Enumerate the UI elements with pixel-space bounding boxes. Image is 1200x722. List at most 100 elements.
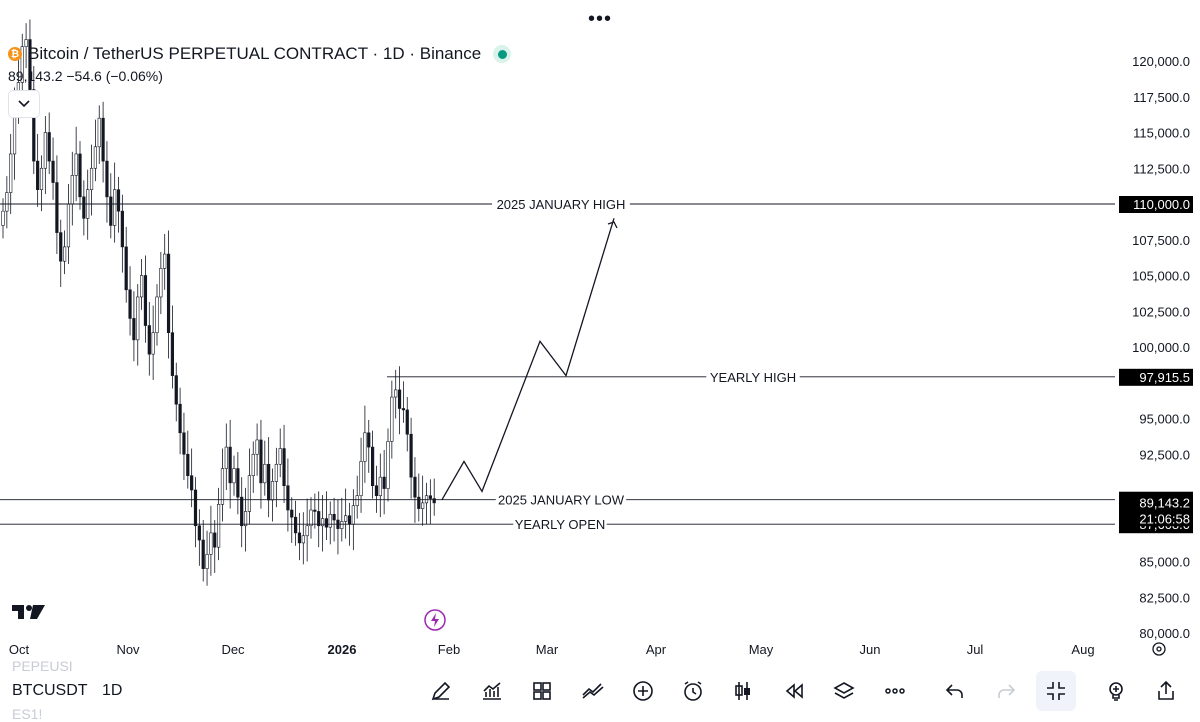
timeframe-button[interactable]: 1D (102, 682, 123, 699)
symbol-header[interactable]: ₿ Bitcoin / TetherUS PERPETUAL CONTRACT … (8, 44, 512, 64)
time-axis-label: Jun (860, 642, 881, 657)
ghost-ticker-bottom[interactable]: ES1! (12, 706, 43, 722)
share-icon[interactable] (1149, 674, 1183, 708)
templates-icon[interactable] (525, 674, 559, 708)
price-chart[interactable]: 2025 JANUARY HIGH YEARLY HIGH 2025 JANUARY… (0, 0, 1200, 662)
compare-icon[interactable] (576, 674, 610, 708)
candle-body (93, 146, 97, 169)
candle-body (255, 439, 259, 455)
candle-body (286, 485, 290, 511)
pencil-icon[interactable] (424, 674, 458, 708)
tradingview-logo-icon (12, 602, 46, 625)
candle-body (309, 509, 313, 527)
replay-icon[interactable] (777, 674, 811, 708)
price-axis: 120,000.0 117,500.0 115,000.0 112,500.0 107,… (1132, 54, 1190, 641)
candle-body (282, 448, 286, 487)
candle-body (401, 408, 406, 411)
level-price-tag: 110,000.0 (1133, 197, 1190, 212)
collapse-fullscreen-icon[interactable] (1036, 671, 1076, 711)
candle-body (390, 396, 394, 442)
candle-body (320, 518, 325, 527)
candle-body (159, 268, 163, 298)
redo-icon[interactable] (989, 674, 1023, 708)
price-axis-label: 80,000.0 (1139, 626, 1190, 641)
candle-body (267, 463, 271, 501)
candle-body (193, 489, 198, 527)
candle-body (32, 89, 36, 162)
candle-body (136, 296, 140, 341)
candle-body (105, 160, 109, 198)
candle-body (382, 476, 386, 489)
price-axis-label: 105,000.0 (1132, 269, 1190, 284)
candle-body (378, 476, 382, 497)
candle-body (405, 409, 409, 435)
price-change: 89,143.2 −54.6 (−0.06%) (8, 68, 163, 84)
candle-body (313, 509, 317, 512)
candle-body (324, 518, 329, 528)
candle-body (367, 432, 371, 448)
candle-body (174, 375, 178, 405)
chevron-down-icon[interactable] (8, 90, 40, 118)
candle-body (186, 453, 190, 477)
idea-bulb-icon[interactable] (1099, 674, 1133, 708)
candle-body (59, 232, 63, 262)
more-dots-icon[interactable]: ••• (588, 8, 613, 30)
candle-body (66, 203, 71, 248)
candle-body (28, 39, 32, 90)
time-axis-label: Nov (116, 642, 140, 657)
candle-body (374, 485, 379, 497)
layers-icon[interactable] (827, 674, 861, 708)
candle-body (347, 515, 352, 525)
candle-body (340, 521, 344, 529)
ghost-ticker-top[interactable]: PEPEUSI (12, 658, 73, 674)
candle-body (116, 189, 121, 212)
countdown-bg (1119, 510, 1193, 527)
time-axis-label: Oct (9, 642, 30, 657)
candle-body (47, 132, 51, 162)
candle-body (70, 175, 74, 205)
level-price-tag-bg (1119, 196, 1193, 213)
ticker-button[interactable]: BTCUSDT (12, 682, 88, 699)
time-axis-label: 2026 (328, 642, 357, 657)
levels-layer: 2025 JANUARY HIGH YEARLY HIGH 2025 JANUARY… (0, 197, 1115, 532)
candle-body (82, 196, 86, 219)
indicators-icon[interactable] (475, 674, 509, 708)
candle-body (97, 117, 101, 148)
alert-clock-icon[interactable] (676, 674, 710, 708)
candle-body (386, 441, 390, 489)
add-icon[interactable] (626, 674, 660, 708)
time-axis-label: Aug (1071, 642, 1094, 657)
undo-icon[interactable] (938, 674, 972, 708)
candle-body (5, 192, 9, 212)
candle-body (332, 514, 336, 521)
lightning-bolt-icon[interactable] (424, 609, 446, 631)
candle-body (397, 389, 402, 409)
candle-body (432, 498, 436, 504)
candle-body (293, 516, 298, 534)
candles-layer (1, 19, 436, 586)
symbol-title: Bitcoin / TetherUS PERPETUAL CONTRACT · … (28, 44, 482, 63)
price-axis-label: 92,500.0 (1139, 447, 1190, 462)
candle-body (224, 446, 228, 469)
candle-body (74, 153, 78, 176)
candle-body (328, 514, 332, 528)
candle-body (370, 446, 375, 487)
candle-body (140, 275, 144, 298)
more-icon[interactable] (878, 674, 912, 708)
candle-body (178, 403, 182, 434)
candle-body (51, 160, 55, 183)
settings-gear-icon[interactable] (1152, 642, 1166, 656)
time-axis-label: Apr (646, 642, 667, 657)
price-axis-label: 117,500.0 (1133, 90, 1190, 105)
price-tags: 110,000.097,915.589,320.087,608.089,143.… (1119, 196, 1193, 534)
price-axis-label: 107,500.0 (1132, 233, 1190, 248)
candle-body (113, 189, 117, 226)
price-axis-label: 85,000.0 (1139, 555, 1190, 570)
candles-icon[interactable] (726, 674, 760, 708)
candle-body (120, 210, 124, 248)
candle-body (236, 468, 240, 498)
candle-body (62, 246, 67, 262)
candle-body (101, 117, 105, 162)
candle-body (421, 502, 425, 509)
candle-body (155, 296, 159, 334)
